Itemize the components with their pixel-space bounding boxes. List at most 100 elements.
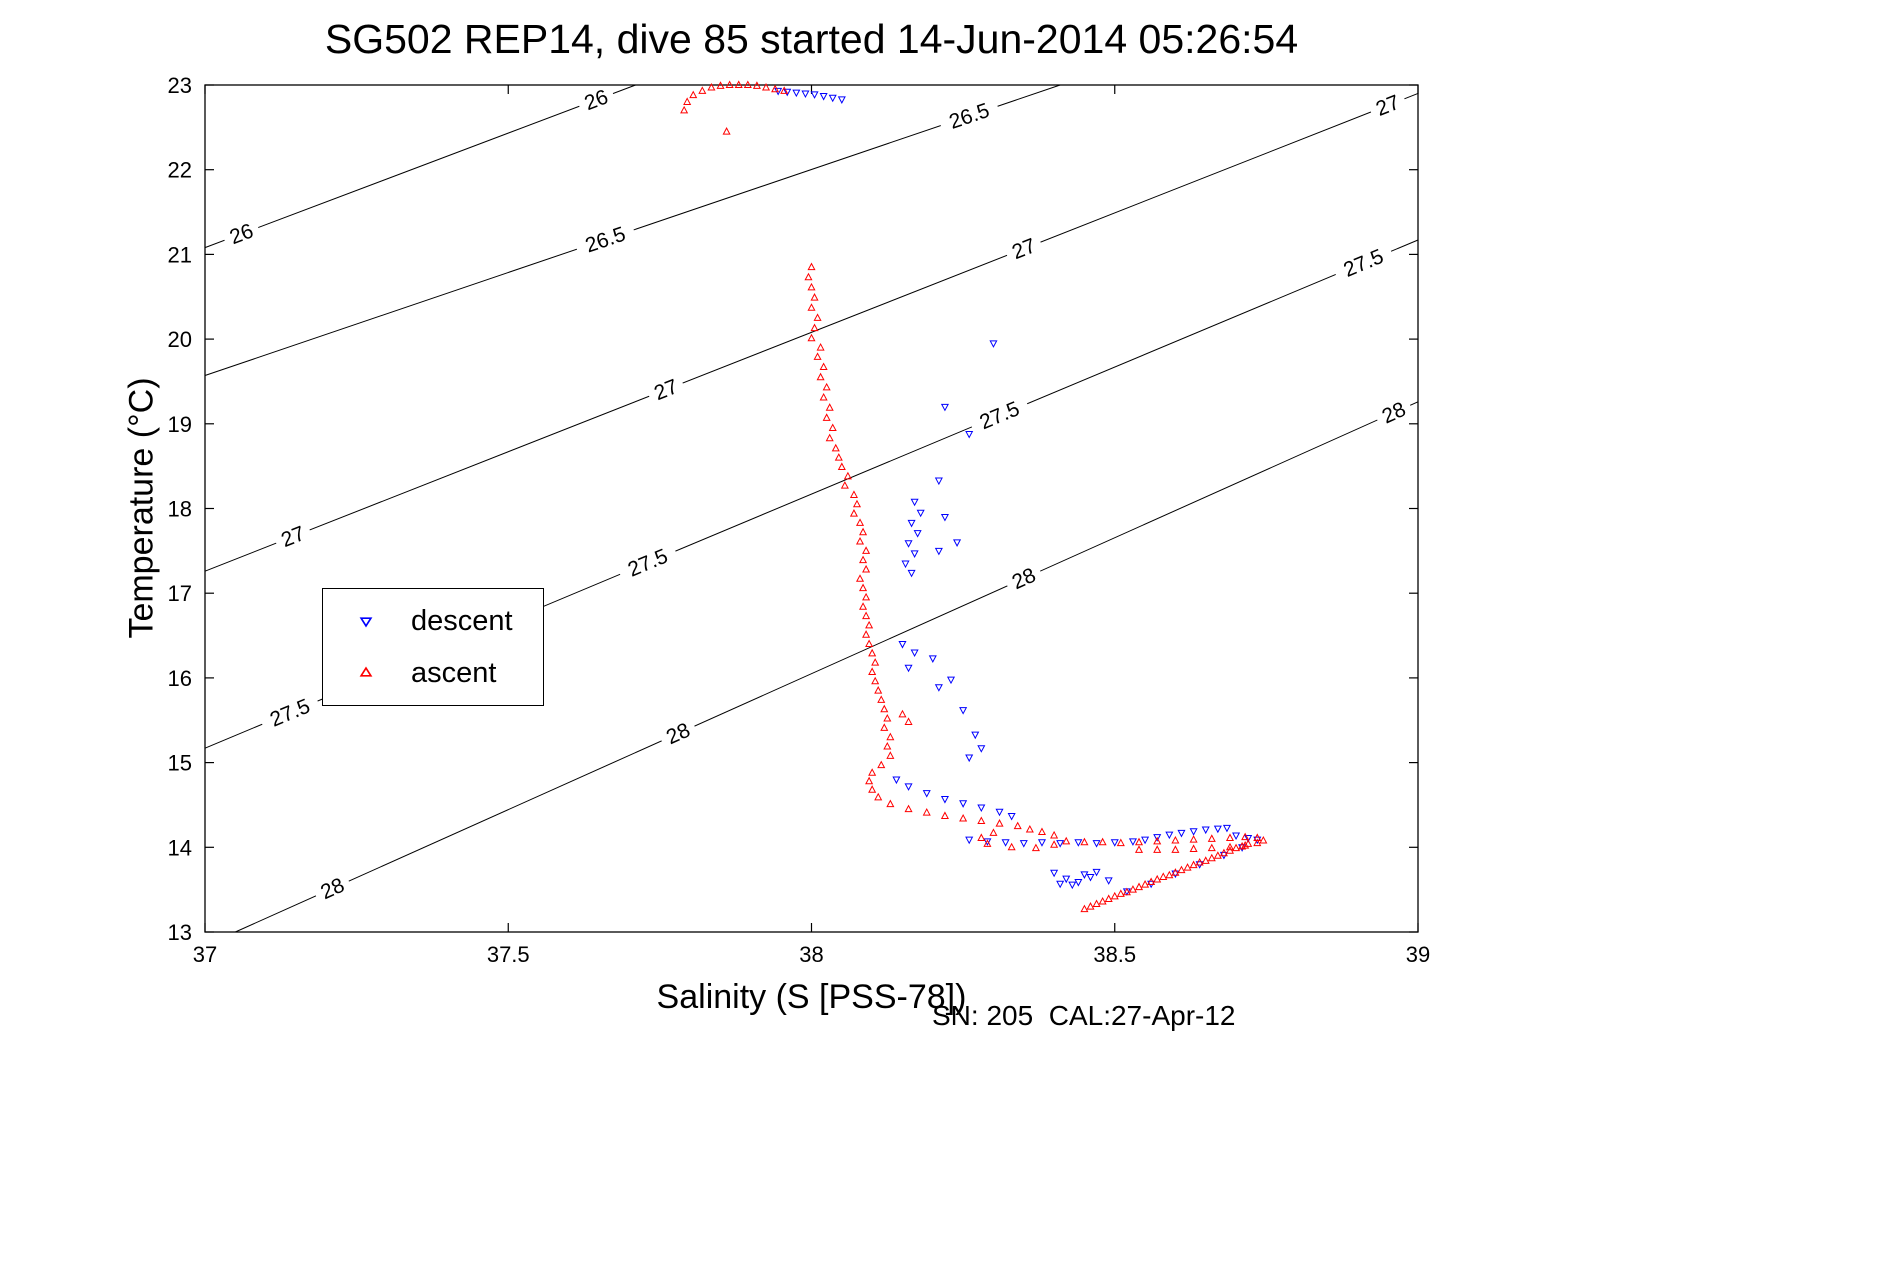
ascent-marker: [983, 839, 992, 847]
ascent-marker: [1159, 872, 1168, 880]
descent-marker: [965, 754, 974, 763]
ascent-marker: [1086, 902, 1095, 910]
ascent-marker: [1165, 870, 1174, 879]
ascent-marker: [819, 362, 828, 371]
descent-marker: [913, 530, 922, 538]
legend: descent ascent: [322, 588, 544, 706]
ascent-marker: [859, 527, 868, 536]
ascent-marker: [834, 453, 843, 461]
ascent-marker: [807, 262, 816, 271]
ascent-marker: [780, 86, 789, 94]
contour-label-27: 27: [1366, 86, 1410, 125]
descent-marker: [940, 403, 949, 412]
y-tick-label: 14: [168, 835, 192, 860]
ascent-marker: [855, 536, 865, 545]
ascent-marker: [1013, 821, 1022, 830]
descent-marker: [819, 93, 828, 101]
ascent-marker: [725, 80, 734, 88]
ascent-marker: [989, 828, 998, 836]
ascent-marker: [1253, 838, 1262, 847]
y-axis-label: Temperature (°C): [122, 377, 161, 639]
descent-marker: [1074, 879, 1083, 887]
ascent-marker: [828, 423, 837, 432]
series-descent: [774, 87, 1262, 896]
ascent-marker: [807, 282, 816, 291]
ascent-marker: [1225, 842, 1235, 851]
ascent-marker: [743, 80, 752, 88]
ascent-marker: [683, 97, 692, 105]
ascent-marker: [1050, 840, 1059, 848]
ascent-marker: [880, 704, 889, 713]
descent-marker: [910, 649, 919, 658]
descent-marker: [995, 808, 1004, 817]
ascent-marker: [707, 82, 716, 91]
contour-label-28: 28: [1371, 393, 1416, 432]
descent-marker: [901, 560, 910, 569]
descent-marker: [892, 776, 901, 785]
descent-marker: [953, 539, 962, 547]
descent-marker: [989, 340, 998, 348]
ascent-marker: [1098, 837, 1107, 846]
descent-marker: [1110, 839, 1119, 847]
contour-label-27.5: 27.5: [257, 689, 323, 737]
ascent-marker: [868, 785, 877, 793]
ascent-marker: [761, 82, 771, 91]
descent-marker: [965, 430, 974, 439]
ascent-marker: [1177, 865, 1186, 874]
descent-marker: [1068, 881, 1077, 890]
ascent-marker: [1238, 841, 1247, 850]
ascent-marker: [859, 555, 868, 564]
descent-marker: [983, 838, 992, 846]
ascent-marker: [859, 583, 868, 592]
descent-marker: [1019, 840, 1028, 848]
ascent-marker: [1189, 844, 1198, 852]
ascent-marker: [1259, 835, 1268, 844]
ascent-marker: [819, 392, 828, 401]
ascent-marker: [1110, 891, 1119, 900]
ascent-marker: [868, 667, 877, 675]
descent-marker: [1171, 870, 1180, 879]
ascent-marker: [1207, 853, 1216, 862]
series-ascent: [680, 80, 1268, 913]
y-tick-label: 20: [168, 327, 192, 352]
ascent-marker: [822, 382, 831, 391]
descent-marker: [907, 569, 916, 578]
descent-marker: [971, 731, 980, 740]
descent-marker: [940, 513, 949, 522]
ascent-marker: [680, 105, 689, 114]
ascent-marker: [1134, 882, 1144, 891]
descent-marker: [934, 547, 943, 556]
ascent-marker: [871, 676, 880, 685]
ascent-marker: [1153, 836, 1162, 845]
ascent-marker: [1098, 896, 1107, 905]
descent-marker: [1213, 825, 1222, 834]
ascent-marker: [1219, 848, 1228, 857]
descent-marker: [898, 641, 907, 649]
descent-marker: [910, 550, 919, 558]
descent-marker: [904, 664, 913, 673]
contour-label-27: 27: [644, 370, 688, 409]
ascent-marker: [722, 127, 731, 135]
descent-marker: [810, 91, 819, 99]
ascent-marker: [959, 813, 968, 822]
x-tick-label: 37: [193, 942, 217, 967]
legend-label-descent: descent: [411, 604, 513, 637]
descent-marker: [828, 94, 837, 103]
ascent-marker: [862, 611, 871, 620]
ascent-marker: [807, 303, 816, 311]
descent-marker: [1141, 836, 1150, 845]
y-tick-label: 17: [168, 581, 192, 606]
ascent-marker: [859, 602, 868, 610]
ascent-marker: [855, 518, 865, 526]
descent-marker: [1056, 880, 1065, 889]
ascent-marker: [698, 86, 707, 94]
ascent-marker: [831, 443, 840, 452]
ascent-marker: [883, 741, 892, 750]
contour-label-28: 28: [1002, 559, 1046, 598]
ascent-marker: [1244, 839, 1253, 847]
ascent-marker: [1207, 843, 1216, 852]
ascent-marker: [837, 462, 846, 470]
y-tick-label: 21: [168, 242, 192, 267]
ascent-marker: [849, 509, 858, 517]
ascent-marker: [1171, 835, 1180, 844]
